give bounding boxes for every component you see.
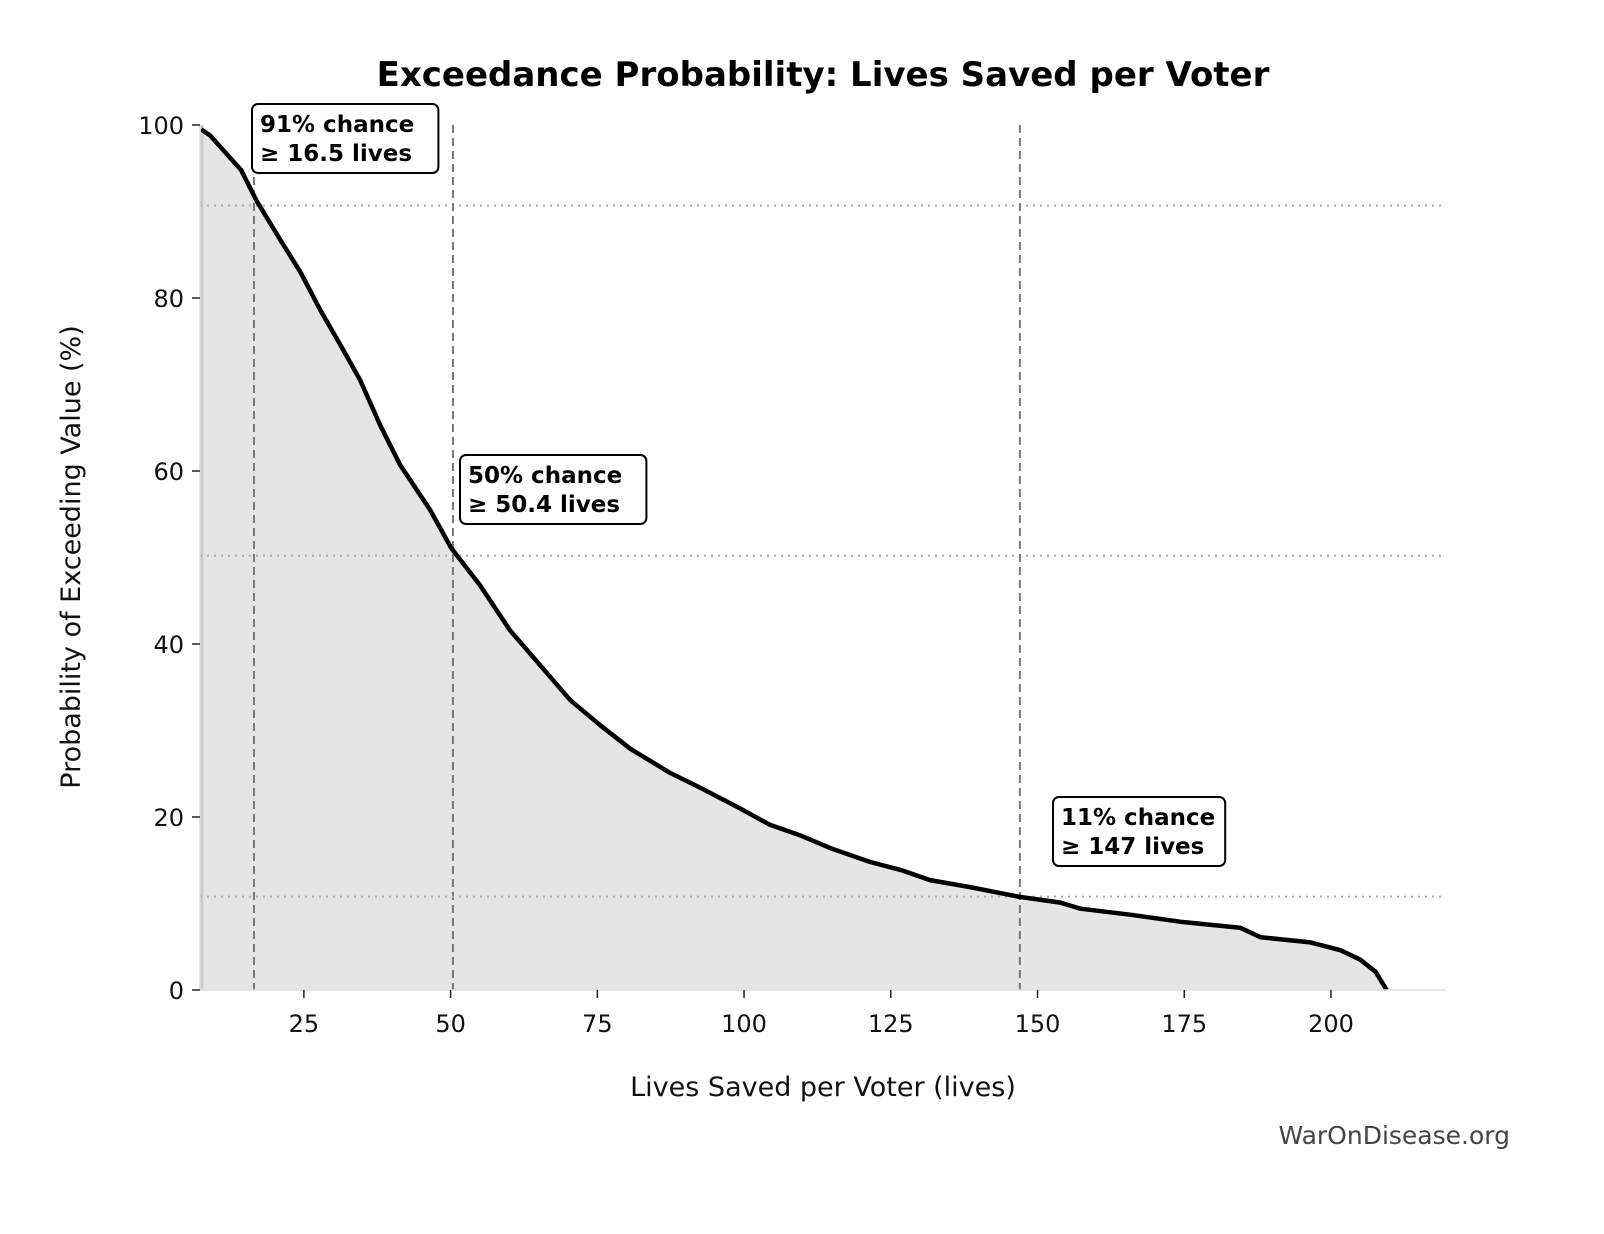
- x-tick-label: 75: [582, 1010, 613, 1038]
- x-tick-label: 175: [1161, 1010, 1207, 1038]
- y-tick-label: 0: [169, 977, 184, 1005]
- chart-title: Exceedance Probability: Lives Saved per …: [377, 55, 1270, 95]
- plot-area: 25 50 75 100 125 150 175 200 0 20 40 60 80 100 91% cha…: [138, 103, 1446, 1038]
- annotation-line2: ≥ 50.4 lives: [468, 492, 620, 518]
- annotation-box: [459, 454, 648, 525]
- x-tick-label: 25: [289, 1010, 320, 1038]
- x-tick-label: 200: [1308, 1010, 1354, 1038]
- y-tick-label: 40: [153, 631, 184, 659]
- y-tick-label: 100: [138, 112, 184, 140]
- exceedance-curve: [199, 127, 1389, 992]
- annotation-line1: 11% chance: [1061, 805, 1215, 831]
- y-tick-label: 20: [153, 804, 184, 832]
- annotation-line1: 50% chance: [468, 463, 622, 489]
- y-tick-label: 80: [153, 285, 184, 313]
- annotation-line2: ≥ 16.5 lives: [260, 141, 412, 167]
- x-axis-label: Lives Saved per Voter (lives): [630, 1072, 1016, 1103]
- annotation-box: [251, 103, 440, 174]
- x-tick-label: 150: [1015, 1010, 1061, 1038]
- y-tick-label: 60: [153, 458, 184, 486]
- x-tick-label: 100: [721, 1010, 767, 1038]
- y-axis-label: Probability of Exceeding Value (%): [56, 325, 87, 788]
- x-tick-label: 50: [435, 1010, 466, 1038]
- annotation-line2: ≥ 147 lives: [1061, 834, 1204, 860]
- watermark: WarOnDisease.org: [1278, 1121, 1510, 1150]
- x-tick-label: 125: [868, 1010, 914, 1038]
- annotation-box: [1052, 796, 1227, 867]
- annotation-line1: 91% chance: [260, 112, 414, 138]
- area-fill: [201, 129, 1387, 991]
